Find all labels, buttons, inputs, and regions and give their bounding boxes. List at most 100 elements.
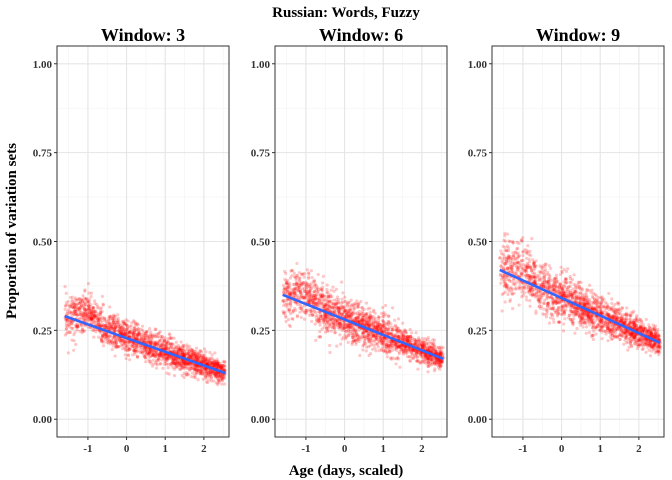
data-point — [105, 319, 109, 323]
data-point — [337, 301, 341, 305]
data-point — [307, 275, 311, 279]
data-point — [631, 318, 635, 322]
data-point — [118, 329, 122, 334]
data-point — [222, 376, 227, 380]
data-point — [561, 329, 566, 333]
data-point — [83, 288, 87, 292]
data-point — [205, 372, 209, 376]
data-point — [181, 343, 185, 347]
data-point — [562, 322, 566, 326]
data-point — [284, 282, 288, 286]
data-point — [512, 253, 516, 258]
data-point — [87, 307, 92, 311]
data-point — [107, 315, 111, 319]
data-point — [204, 350, 208, 354]
data-point — [93, 299, 97, 303]
data-point — [318, 335, 322, 339]
data-point — [78, 310, 82, 314]
data-point — [393, 318, 397, 322]
data-point — [169, 355, 174, 359]
data-point — [193, 356, 197, 360]
data-point — [353, 301, 357, 306]
data-point — [190, 366, 194, 371]
data-point — [210, 370, 214, 374]
data-point — [284, 279, 288, 283]
data-point — [82, 296, 86, 300]
data-point — [361, 335, 365, 339]
data-point — [216, 375, 221, 379]
data-point — [83, 308, 87, 312]
data-point — [77, 301, 81, 306]
data-point — [187, 352, 191, 356]
data-point — [511, 306, 515, 311]
data-point — [176, 343, 180, 348]
data-point — [207, 370, 212, 374]
y-tick-label: 0.50 — [33, 237, 53, 249]
data-point — [122, 328, 126, 332]
data-point — [324, 327, 329, 331]
data-point — [92, 335, 96, 339]
data-point — [87, 306, 92, 310]
data-point — [347, 301, 351, 305]
data-point — [301, 281, 305, 285]
x-tick-label: 0 — [124, 443, 130, 455]
data-point — [73, 308, 77, 312]
data-point — [162, 338, 166, 343]
data-point — [122, 346, 126, 350]
data-point — [408, 327, 412, 332]
data-point — [341, 325, 345, 330]
data-point — [287, 309, 291, 314]
data-point — [173, 360, 177, 364]
data-point — [342, 306, 346, 311]
data-point — [193, 367, 198, 371]
data-point — [198, 353, 202, 358]
data-point — [75, 313, 80, 317]
data-point — [73, 310, 78, 314]
data-point — [165, 358, 169, 362]
data-point — [281, 299, 285, 303]
data-point — [165, 340, 169, 344]
data-point — [214, 372, 218, 376]
data-point — [220, 376, 224, 380]
data-point — [87, 291, 91, 295]
data-point — [94, 330, 98, 334]
data-point — [215, 362, 219, 367]
data-point — [162, 362, 166, 366]
data-point — [361, 311, 365, 315]
data-point — [89, 294, 93, 299]
data-point — [389, 342, 393, 346]
data-point — [318, 323, 322, 327]
data-point — [152, 352, 156, 356]
data-point — [139, 337, 143, 342]
data-point — [171, 361, 176, 365]
data-point — [160, 355, 164, 359]
data-point — [160, 358, 164, 362]
data-point — [151, 352, 155, 356]
data-point — [208, 350, 212, 355]
data-point — [126, 340, 130, 344]
data-point — [547, 264, 551, 268]
data-point — [214, 374, 218, 378]
data-point — [316, 287, 321, 292]
data-point — [319, 298, 323, 302]
data-point — [148, 348, 153, 352]
data-point — [421, 337, 425, 341]
data-point — [146, 352, 150, 356]
data-point — [192, 375, 196, 379]
data-point — [295, 313, 300, 318]
data-point — [150, 339, 154, 343]
data-point — [188, 368, 192, 372]
data-point — [559, 265, 563, 269]
data-point — [427, 361, 431, 365]
data-point — [587, 283, 592, 287]
data-point — [155, 352, 159, 356]
data-point — [304, 296, 309, 300]
data-point — [117, 338, 122, 342]
data-point — [123, 323, 128, 327]
data-point — [118, 325, 122, 329]
data-point — [132, 319, 136, 323]
data-point — [74, 342, 78, 347]
data-point — [100, 339, 104, 343]
data-point — [89, 318, 93, 322]
data-point — [205, 372, 209, 376]
